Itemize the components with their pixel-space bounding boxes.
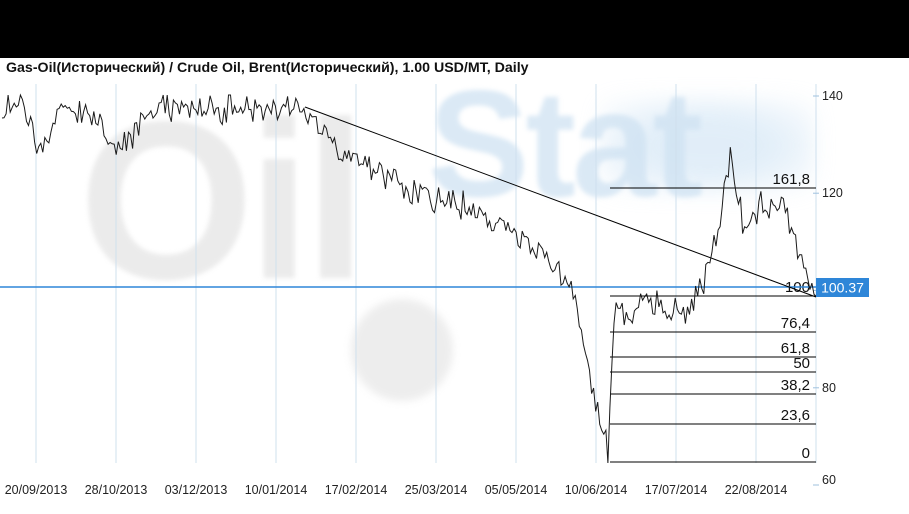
svg-text:38,2: 38,2 (781, 377, 810, 394)
svg-text:03/12/2013: 03/12/2013 (165, 483, 228, 497)
svg-text:161,8: 161,8 (772, 171, 810, 188)
svg-text:76,4: 76,4 (781, 315, 810, 332)
svg-text:23,6: 23,6 (781, 407, 810, 424)
svg-text:10/06/2014: 10/06/2014 (565, 483, 628, 497)
svg-text:22/08/2014: 22/08/2014 (725, 483, 788, 497)
svg-text:10/01/2014: 10/01/2014 (245, 483, 308, 497)
svg-text:25/03/2014: 25/03/2014 (405, 483, 468, 497)
svg-text:80: 80 (822, 381, 836, 395)
svg-text:28/10/2013: 28/10/2013 (85, 483, 148, 497)
svg-text:17/07/2014: 17/07/2014 (645, 483, 708, 497)
svg-text:140: 140 (822, 89, 843, 103)
svg-text:20/09/2013: 20/09/2013 (5, 483, 68, 497)
svg-text:50: 50 (793, 355, 810, 372)
svg-text:17/02/2014: 17/02/2014 (325, 483, 388, 497)
svg-text:120: 120 (822, 186, 843, 200)
svg-text:60: 60 (822, 473, 836, 487)
svg-text:100.37: 100.37 (821, 280, 864, 296)
svg-text:0: 0 (802, 445, 810, 462)
svg-text:05/05/2014: 05/05/2014 (485, 483, 548, 497)
